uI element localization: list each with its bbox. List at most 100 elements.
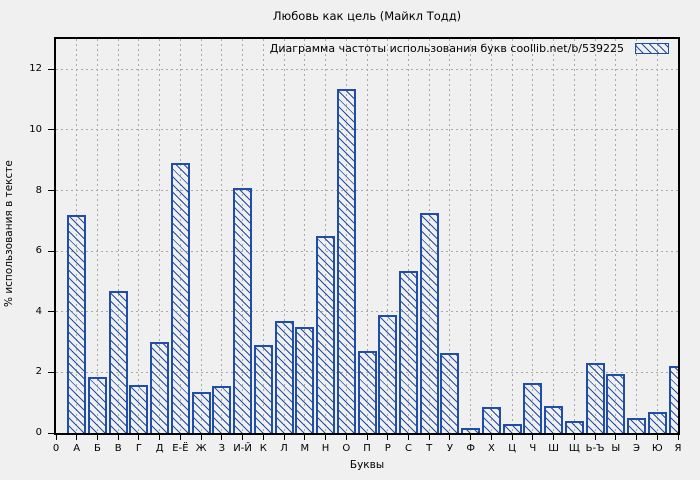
y-label-2: 2 — [35, 366, 42, 378]
v-gridline-Х — [490, 39, 492, 433]
x-tick-А — [76, 435, 78, 440]
v-gridline-Ю — [656, 39, 658, 433]
v-gridline-В — [117, 39, 119, 433]
x-tick-Е-Ё — [179, 435, 181, 440]
v-gridline-У — [449, 39, 451, 433]
v-gridline-Д — [159, 39, 161, 433]
x-tick-Ю — [656, 435, 658, 440]
bar-Ж — [191, 392, 211, 433]
x-label-Ь-Ъ: Ь-Ъ — [585, 443, 605, 454]
chart-title: Любовь как цель (Майкл Тодд) — [272, 9, 462, 23]
plot-canvas — [56, 39, 678, 433]
v-gridline-Щ — [573, 39, 575, 433]
x-label-П: П — [363, 443, 371, 454]
x-label-Г: Г — [135, 443, 142, 454]
h-gridline-6 — [56, 250, 678, 252]
x-label-Ф: Ф — [466, 443, 475, 454]
bar-Ц — [502, 423, 522, 433]
h-gridline-8 — [56, 190, 678, 192]
bar-Б — [87, 376, 107, 433]
x-label-Ю: Ю — [651, 443, 663, 454]
x-tick-И-Й — [242, 435, 244, 440]
x-label-И-Й: И-Й — [233, 443, 252, 454]
x-label-Р: Р — [384, 443, 391, 454]
v-gridline-Р — [387, 39, 389, 433]
x-label-З: З — [218, 443, 226, 454]
bar-Д — [150, 342, 170, 433]
x-tick-Н — [325, 435, 327, 440]
x-tick-З — [221, 435, 223, 440]
v-gridline-Ш — [553, 39, 555, 433]
x-axis-title: Буквы — [349, 459, 385, 471]
h-gridline-12 — [56, 68, 678, 70]
v-gridline-П — [366, 39, 368, 433]
bar-В — [108, 290, 128, 433]
x-label-Н: Н — [321, 443, 330, 454]
x-label-0: 0 — [52, 443, 60, 454]
x-label-Я: Я — [674, 443, 682, 454]
h-gridline-4 — [56, 311, 678, 313]
x-label-Ц: Ц — [508, 443, 517, 454]
bar-Ш — [544, 405, 564, 433]
bar-Р — [378, 314, 398, 433]
x-tick-Ы — [615, 435, 617, 440]
x-tick-П — [366, 435, 368, 440]
x-label-Д: Д — [155, 443, 164, 454]
x-label-С: С — [404, 443, 412, 454]
bar-С — [398, 270, 418, 433]
y-tick-8 — [48, 190, 54, 192]
x-label-Б: Б — [94, 443, 101, 454]
x-tick-О — [345, 435, 347, 440]
v-gridline-К — [262, 39, 264, 433]
bar-Ь-Ъ — [585, 363, 605, 433]
x-tick-Г — [138, 435, 140, 440]
x-label-Щ: Щ — [568, 443, 580, 454]
y-label-10: 10 — [29, 123, 42, 135]
x-tick-С — [407, 435, 409, 440]
v-gridline-Ц — [511, 39, 513, 433]
x-label-Э: Э — [633, 443, 641, 454]
x-tick-М — [304, 435, 306, 440]
bar-У — [440, 352, 460, 433]
v-gridline-М — [304, 39, 306, 433]
bar-К — [253, 345, 273, 433]
y-tick-2 — [48, 371, 54, 373]
x-label-У: У — [446, 443, 453, 454]
bar-И-Й — [233, 187, 253, 433]
bar-П — [357, 351, 377, 433]
bar-Я — [668, 366, 678, 433]
x-tick-Л — [283, 435, 285, 440]
y-label-12: 12 — [29, 63, 42, 75]
bar-Щ — [564, 420, 584, 433]
y-tick-0 — [48, 432, 54, 434]
x-tick-Щ — [573, 435, 575, 440]
bar-Г — [129, 384, 149, 433]
v-gridline-Ч — [532, 39, 534, 433]
bar-Ю — [647, 411, 667, 433]
legend: Диаграмма частоты использования букв coo… — [270, 42, 669, 55]
x-tick-Х — [490, 435, 492, 440]
x-label-В: В — [114, 443, 122, 454]
x-label-Е-Ё: Е-Ё — [172, 443, 189, 454]
bar-Э — [627, 417, 647, 433]
y-label-4: 4 — [35, 305, 42, 317]
x-tick-Т — [428, 435, 430, 440]
v-gridline-З — [221, 39, 223, 433]
y-tick-4 — [48, 311, 54, 313]
x-tick-Ж — [200, 435, 202, 440]
x-tick-Б — [96, 435, 98, 440]
v-gridline-Г — [138, 39, 140, 433]
bar-Х — [481, 407, 501, 433]
x-label-А: А — [73, 443, 81, 454]
v-gridline-Ж — [200, 39, 202, 433]
x-tick-0 — [55, 435, 57, 440]
x-tick-Ь-Ъ — [594, 435, 596, 440]
v-gridline-Ф — [470, 39, 472, 433]
x-label-Т: Т — [426, 443, 433, 454]
bar-А — [67, 214, 87, 433]
x-tick-У — [449, 435, 451, 440]
x-label-Ы: Ы — [611, 443, 621, 454]
bar-М — [295, 326, 315, 433]
v-gridline-Ь-Ъ — [594, 39, 596, 433]
